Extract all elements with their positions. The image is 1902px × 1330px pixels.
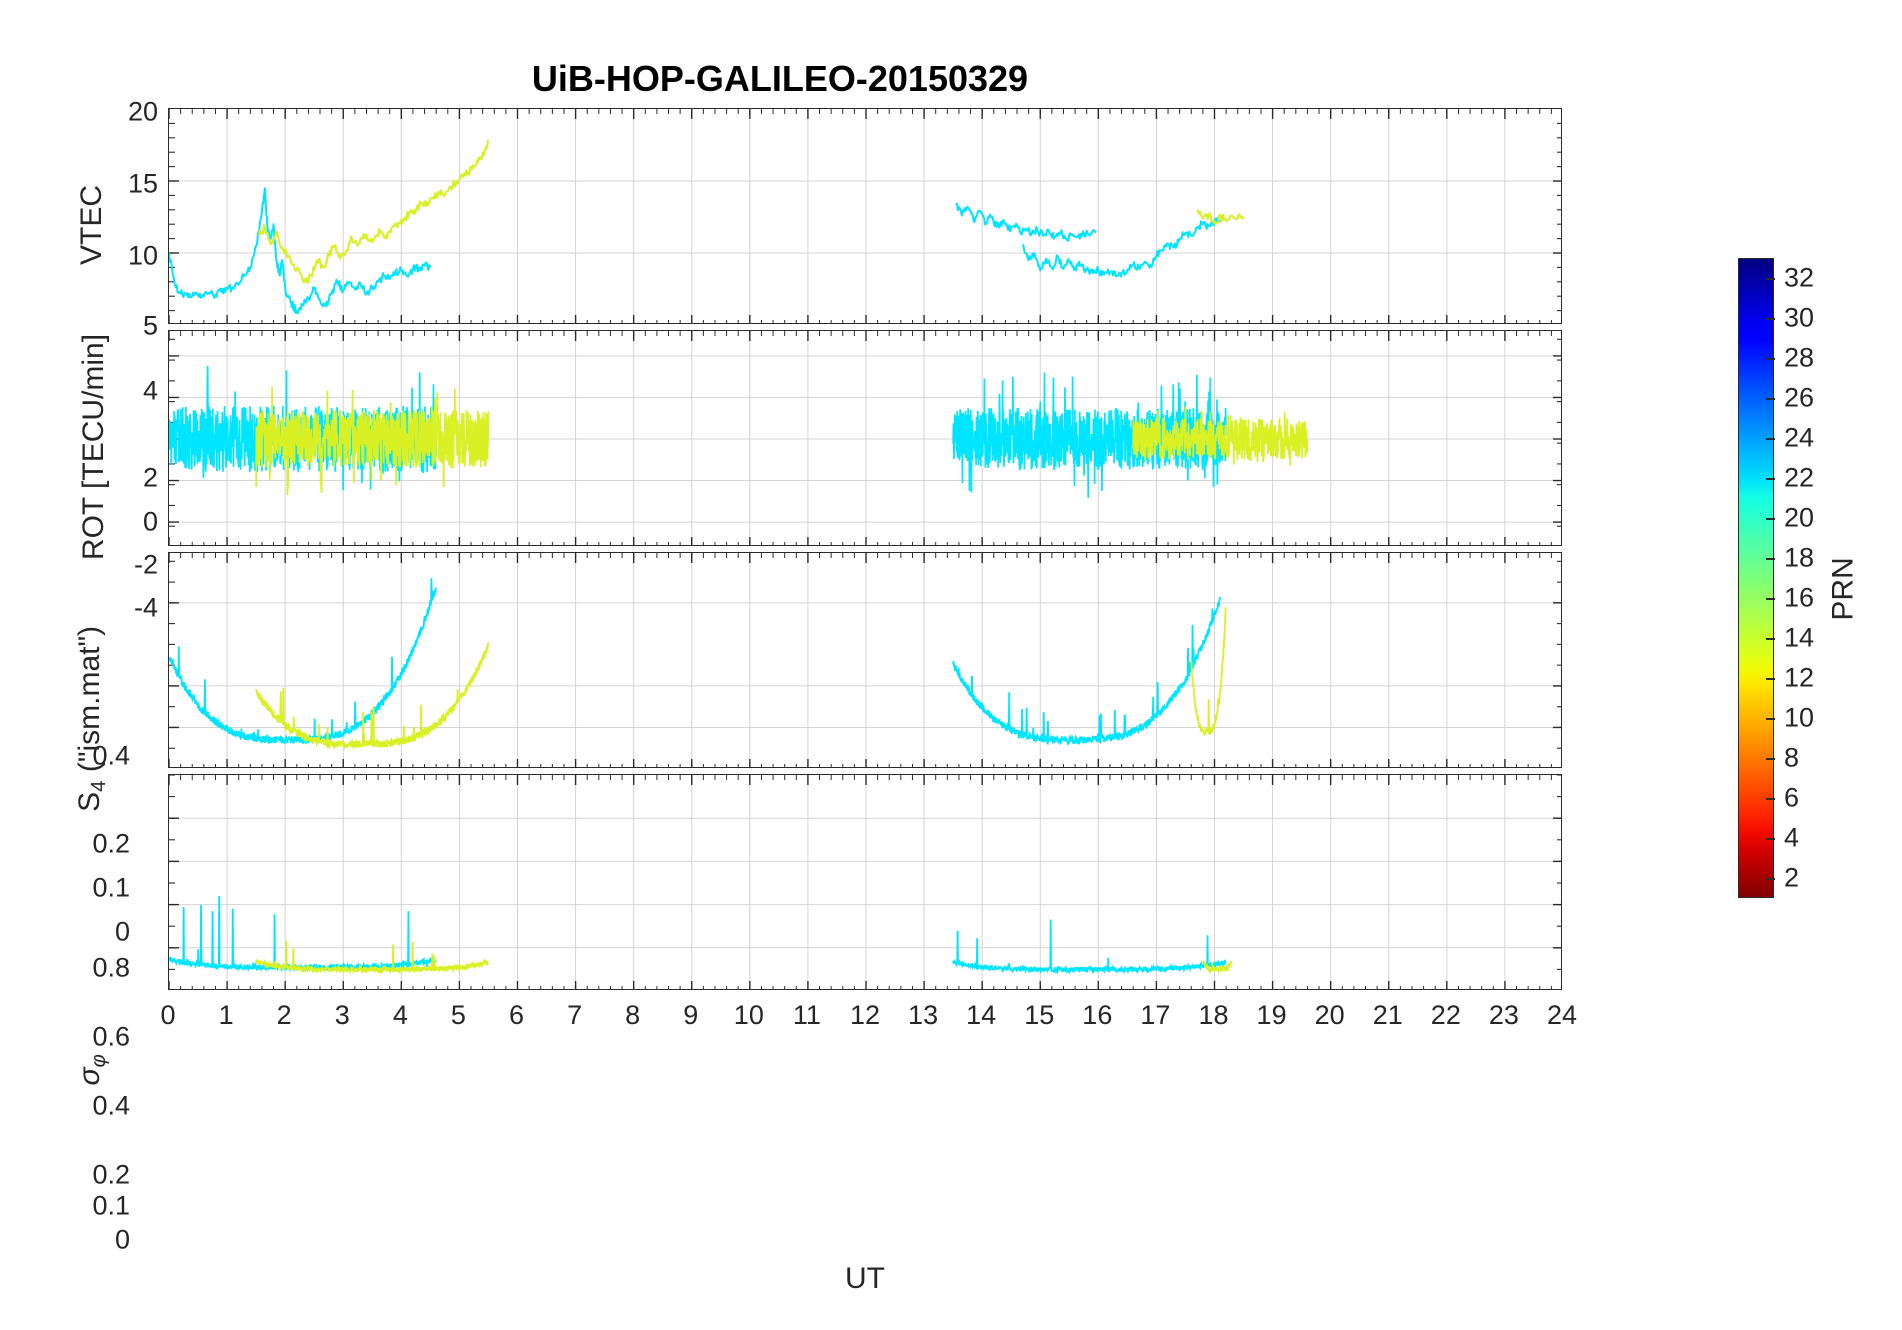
- x-tick-6: 6: [508, 1000, 525, 1030]
- colorbar-tickmark-8: [1766, 758, 1775, 760]
- colorbar-tickmark-2: [1766, 878, 1775, 880]
- s4-subscript: 4: [87, 780, 110, 792]
- colorbar-tick-2: 2: [1784, 862, 1800, 893]
- colorbar-tickmark-6: [1766, 798, 1775, 800]
- s4-ytick-04: 0.4: [92, 740, 130, 771]
- x-tick-16: 16: [1082, 1000, 1113, 1030]
- x-tick-21: 21: [1372, 1000, 1403, 1030]
- x-tick-2: 2: [276, 1000, 292, 1030]
- rot-ytick-4: 4: [142, 375, 158, 406]
- x-tick-4: 4: [392, 1000, 408, 1030]
- sigmaphi-ytick-01: 0.1: [92, 1190, 130, 1221]
- panel-sigma-phi: [168, 774, 1562, 990]
- colorbar-tick-12: 12: [1784, 662, 1815, 693]
- sigmaphi-ytick-04: 0.4: [92, 1090, 130, 1121]
- figure-title: UiB-HOP-GALILEO-20150329: [531, 58, 1029, 99]
- colorbar-tickmark-14: [1766, 638, 1775, 640]
- colorbar-tickmark-4: [1766, 838, 1775, 840]
- colorbar-tickmark-28: [1766, 358, 1775, 360]
- x-tick-9: 9: [683, 1000, 699, 1030]
- vtec-ytick-20: 20: [127, 96, 158, 127]
- colorbar-prn[interactable]: [1738, 258, 1774, 898]
- colorbar-tick-16: 16: [1784, 582, 1815, 613]
- x-tick-19: 19: [1256, 1000, 1287, 1030]
- sigmaphi-ytick-06: 0.6: [92, 1021, 130, 1052]
- sigma-phi-plot-area: [169, 775, 1561, 989]
- panel-rot: [168, 330, 1562, 546]
- colorbar-tick-6: 6: [1784, 782, 1800, 813]
- sigmaphi-ytick-0: 0: [114, 1224, 130, 1255]
- x-tick-0: 0: [160, 1000, 176, 1030]
- colorbar-tick-30: 30: [1784, 302, 1815, 333]
- colorbar-tickmark-26: [1766, 398, 1775, 400]
- sigmaphi-ytick-02: 0.2: [92, 1159, 130, 1190]
- colorbar-tickmark-10: [1766, 718, 1775, 720]
- colorbar-tick-10: 10: [1784, 702, 1815, 733]
- vtec-ytick-10: 10: [127, 240, 158, 271]
- x-tick-1: 1: [218, 1000, 234, 1030]
- colorbar-tick-8: 8: [1784, 742, 1800, 773]
- vtec-ytick-15: 15: [127, 168, 158, 199]
- colorbar-tick-22: 22: [1784, 462, 1815, 493]
- colorbar-tickmark-32: [1766, 278, 1775, 280]
- colorbar-tickmark-12: [1766, 678, 1775, 680]
- s4-plot-area: [169, 553, 1561, 767]
- x-tick-3: 3: [334, 1000, 350, 1030]
- x-tick-20: 20: [1314, 1000, 1345, 1030]
- colorbar-tick-4: 4: [1784, 822, 1800, 853]
- s4-ytick-02: 0.2: [92, 828, 130, 859]
- colorbar-tickmark-22: [1766, 478, 1775, 480]
- x-tick-22: 22: [1430, 1000, 1461, 1030]
- panel-vtec: [168, 108, 1562, 324]
- vtec-plot-area: [169, 109, 1561, 323]
- colorbar-tick-18: 18: [1784, 542, 1815, 573]
- x-tick-7: 7: [567, 1000, 583, 1030]
- rot-ytick-2: 2: [142, 462, 158, 493]
- colorbar-tickmark-16: [1766, 598, 1775, 600]
- colorbar-tickmark-18: [1766, 558, 1775, 560]
- x-tick-5: 5: [450, 1000, 466, 1030]
- rot-plot-area: [169, 331, 1561, 545]
- x-tick-24: 24: [1546, 1000, 1578, 1030]
- x-tick-8: 8: [625, 1000, 641, 1030]
- x-tick-14: 14: [966, 1000, 997, 1030]
- x-tick-11: 11: [792, 1000, 821, 1030]
- x-tick-23: 23: [1488, 1000, 1519, 1030]
- panel-s4: [168, 552, 1562, 768]
- x-tick-12: 12: [849, 1000, 881, 1030]
- colorbar-tickmark-30: [1766, 318, 1775, 320]
- x-tick-17: 17: [1140, 1000, 1171, 1030]
- colorbar-tick-20: 20: [1784, 502, 1815, 533]
- rot-ytick-0: 0: [142, 506, 158, 537]
- vtec-ytick-5: 5: [142, 310, 158, 341]
- x-axis-label: UT: [845, 1262, 885, 1295]
- rot-ytick-m2: -2: [133, 549, 158, 580]
- colorbar-tick-14: 14: [1784, 622, 1815, 653]
- colorbar-tickmark-20: [1766, 518, 1775, 520]
- colorbar-tick-24: 24: [1784, 422, 1815, 453]
- colorbar-tick-28: 28: [1784, 342, 1815, 373]
- colorbar-label: PRN: [1826, 557, 1860, 621]
- colorbar-tick-26: 26: [1784, 382, 1815, 413]
- x-tick-15: 15: [1024, 1000, 1055, 1030]
- colorbar-tickmark-24: [1766, 438, 1775, 440]
- x-tick-10: 10: [733, 1000, 764, 1030]
- x-tick-13: 13: [908, 1000, 939, 1030]
- sigma-phi-subscript: φ: [87, 1054, 110, 1068]
- s4-ytick-0: 0: [114, 916, 130, 947]
- x-tick-18: 18: [1198, 1000, 1229, 1030]
- s4-ytick-01: 0.1: [92, 872, 130, 903]
- rot-ytick-m4: -4: [133, 592, 158, 623]
- colorbar-tick-32: 32: [1784, 262, 1815, 293]
- sigmaphi-ytick-08: 0.8: [92, 952, 130, 983]
